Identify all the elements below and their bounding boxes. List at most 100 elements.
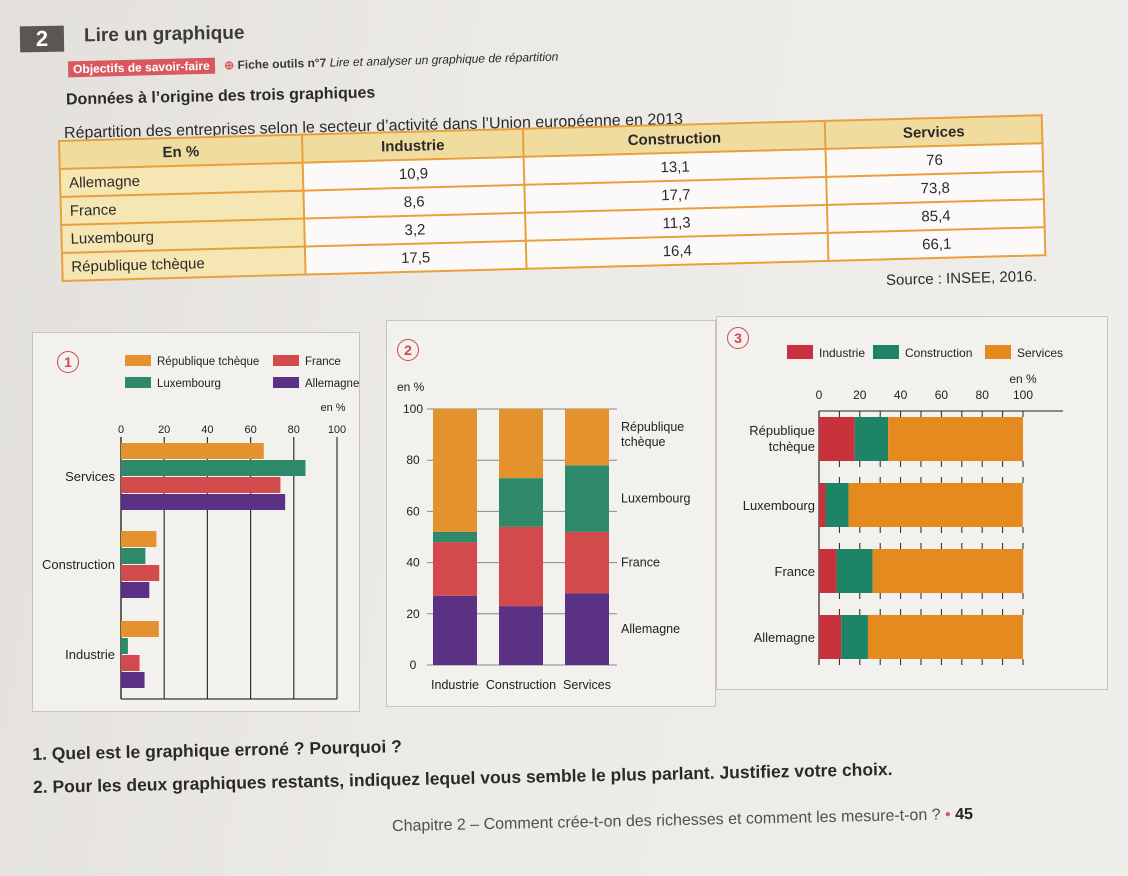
footer-bullet: • [944,806,951,824]
table-cell: 66,1 [828,227,1046,261]
objectives-line: Objectifs de savoir-faire ⊕ Fiche outils… [67,49,559,78]
stacked-bar-segment [888,417,1023,461]
stacked-bar-segment [433,595,477,665]
category-label: Allemagne [754,630,815,645]
chart-number: 1 [57,351,79,373]
data-bar [121,460,306,476]
chart-1: République tchèque France Luxembourg Allema… [42,355,359,700]
data-bar [121,443,264,459]
stacked-bar-segment [854,417,889,461]
tool-description: Lire et analyser un graphique de réparti… [329,49,559,70]
series-label: France [621,556,660,570]
series-label: tchèque [621,435,666,449]
series-label: Allemagne [621,622,680,636]
tick-label: 0 [118,424,124,436]
legend-swatch [787,345,813,359]
data-bar [121,638,128,654]
tick-label: 0 [816,388,823,402]
legend-swatch [125,377,151,388]
stacked-bar-segment [499,409,543,479]
stacked-bar-segment [565,531,609,594]
row-label: République tchèque [61,246,306,281]
page-footer: Chapitre 2 – Comment crée-t-on des riche… [392,806,973,836]
tick-label: 60 [244,424,256,436]
axis-unit-label: en % [320,402,345,414]
chart-number: 3 [727,327,749,349]
tool-ref-label: Fiche outils n°7 [237,55,327,72]
stacked-bar-segment [499,526,543,607]
section-heading: Données à l’origine des trois graphiques [65,84,376,109]
tick-label: 20 [853,388,867,402]
exercise-number: 2 [19,25,65,53]
stacked-bar-segment [819,615,842,659]
stacked-bar-segment [433,542,477,596]
chart-2: en % 0 20 40 60 80 100 Industrie Construction Ser… [397,380,691,692]
tick-label: 40 [201,424,213,436]
tick-label: 40 [894,388,908,402]
data-bar [121,477,281,493]
page-number: 45 [954,805,974,824]
stacked-bar-segment [565,409,609,466]
stacked-bar-segment [433,409,477,532]
data-bar [121,494,286,510]
stacked-bar-segment [499,478,543,527]
chart-number: 2 [397,339,419,361]
category-label: Construction [42,557,115,572]
legend-label: Services [1017,346,1063,360]
tick-label: 60 [406,504,420,518]
stacked-bar-segment [836,549,873,593]
axis-unit-label: en % [397,380,425,394]
data-bar [121,582,150,598]
legend-label: Allemagne [305,378,359,390]
tick-label: 0 [410,658,417,672]
stacked-bar-segment [433,531,477,543]
legend-swatch [273,377,299,388]
data-bar [121,672,145,688]
legend-swatch [873,345,899,359]
category-label: Luxembourg [743,498,815,513]
chart-3-panel: 3 Industrie Construction Services en % 0 20 40… [716,316,1108,690]
stacked-bar-segment [819,549,837,593]
objectives-tag: Objectifs de savoir-faire [67,57,215,78]
legend-label: Luxembourg [157,378,221,390]
chart-3: Industrie Construction Services en % 0 20 40 60… [743,345,1063,665]
chapter-title: Chapitre 2 – Comment crée-t-on des riche… [391,806,941,836]
legend-label: France [305,356,341,368]
tick-label: 20 [158,424,170,436]
data-bar [121,531,157,547]
stacked-bar-segment [872,549,1024,593]
questions: 1. Quel est le graphique erroné ? Pourqu… [32,720,893,804]
tick-label: 100 [328,424,346,436]
stacked-bar-segment [841,615,868,659]
data-bar [121,548,146,564]
chart-1-panel: 1 République tchèque France Luxembourg Alle… [32,332,360,712]
chart-2-panel: 2 en % 0 20 40 60 80 100 Industrie Construction S… [386,320,716,707]
data-table-wrapper: En % Industrie Construction Services All… [58,114,1063,282]
table-source: Source : INSEE, 2016. [885,268,1038,289]
stacked-bar-segment [867,615,1023,659]
series-label: République [621,420,684,434]
stacked-bar-segment [848,483,1023,527]
tick-label: 20 [406,607,420,621]
stacked-bar-segment [819,483,826,527]
table-cell: 17,5 [304,240,527,275]
category-label: Industrie [431,678,479,692]
data-bar [121,655,140,671]
category-label: France [775,564,815,579]
stacked-bar-segment [565,593,609,665]
category-label: Industrie [65,647,115,662]
tick-label: 80 [288,424,300,436]
category-label: Services [563,678,611,692]
data-table: En % Industrie Construction Services All… [58,114,1046,282]
data-bar [121,565,160,581]
stacked-bar-segment [499,606,543,665]
legend-label: Industrie [819,346,865,360]
category-label: République [749,423,815,438]
stacked-bar-segment [565,465,609,532]
tick-label: 80 [406,453,420,467]
exercise-title: Lire un graphique [83,22,245,47]
tick-label: 80 [976,388,990,402]
legend-label: République tchèque [157,356,259,368]
legend-swatch [273,355,299,366]
